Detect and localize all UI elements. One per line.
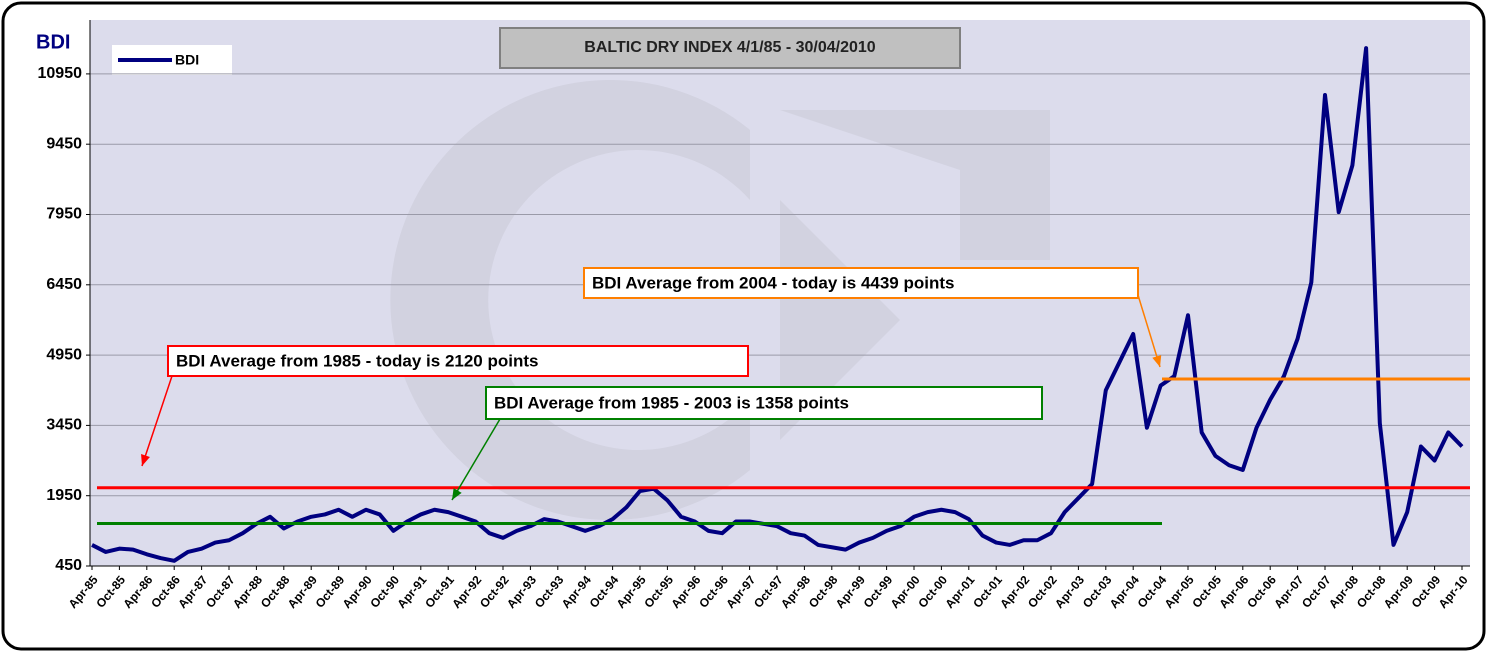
annotation-text: BDI Average from 1985 - today is 2120 po… — [176, 351, 538, 370]
y-tick-label: 450 — [55, 557, 82, 574]
page: {"chart_data": {"type": "line", "title":… — [0, 0, 1489, 659]
y-tick-label: 7950 — [46, 206, 82, 223]
y-tick-label: 10950 — [38, 65, 83, 82]
y-tick-label: 9450 — [46, 135, 82, 152]
y-axis-title: BDI — [36, 31, 70, 53]
y-tick-label: 4950 — [46, 346, 82, 363]
chart-title: BALTIC DRY INDEX 4/1/85 - 30/04/2010 — [584, 39, 875, 56]
chart: BDI BALTIC DRY INDEX 4/1/85 - 30/04/2010… — [0, 0, 1489, 654]
y-tick-label: 1950 — [46, 487, 82, 504]
annotation-text: BDI Average from 1985 - 2003 is 1358 poi… — [494, 393, 849, 412]
y-tick-label: 6450 — [46, 276, 82, 293]
annotation-text: BDI Average from 2004 - today is 4439 po… — [592, 273, 954, 292]
legend-label: BDI — [175, 52, 199, 68]
y-tick-label: 3450 — [46, 417, 82, 434]
